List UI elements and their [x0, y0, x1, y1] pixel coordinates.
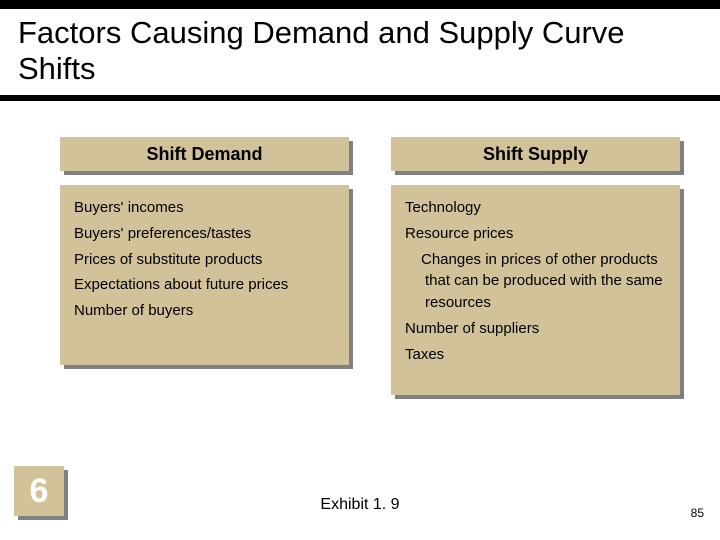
exhibit-label: Exhibit 1. 9: [0, 496, 720, 514]
demand-item: Buyers' preferences/tastes: [74, 223, 335, 245]
demand-item: Buyers' incomes: [74, 197, 335, 219]
demand-item: Prices of substitute products: [74, 249, 335, 271]
demand-header: Shift Demand: [60, 137, 349, 171]
supply-item: Taxes: [405, 344, 666, 366]
supply-body: Technology Resource prices Changes in pr…: [391, 185, 680, 395]
supply-item-multiline: Changes in prices of other products that…: [405, 249, 666, 314]
two-column-layout: Shift Demand Buyers' incomes Buyers' pre…: [0, 101, 720, 395]
page-number: 85: [691, 506, 704, 520]
supply-header: Shift Supply: [391, 137, 680, 171]
slide-title: Factors Causing Demand and Supply Curve …: [0, 9, 720, 95]
top-bar: [0, 0, 720, 9]
demand-item: Expectations about future prices: [74, 274, 335, 296]
supply-column: Shift Supply Technology Resource prices …: [391, 137, 680, 395]
supply-item: Resource prices: [405, 223, 666, 245]
demand-item: Number of buyers: [74, 300, 335, 322]
supply-item: Technology: [405, 197, 666, 219]
demand-column: Shift Demand Buyers' incomes Buyers' pre…: [60, 137, 349, 395]
demand-body: Buyers' incomes Buyers' preferences/tast…: [60, 185, 349, 365]
supply-item: Number of suppliers: [405, 318, 666, 340]
